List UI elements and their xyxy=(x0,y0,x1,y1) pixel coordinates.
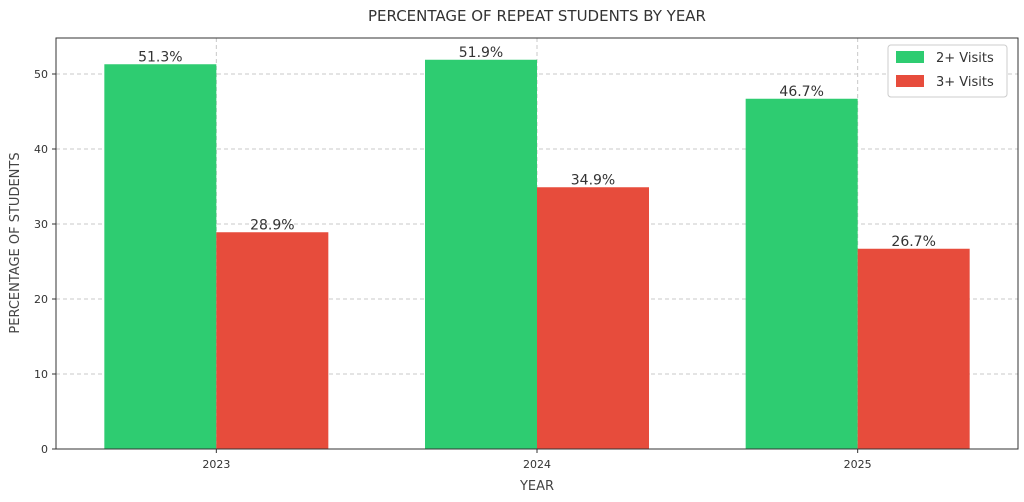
bar-value-label: 46.7% xyxy=(779,84,823,100)
x-axis: 2023 2024 2025 xyxy=(202,449,872,471)
x-axis-label: YEAR xyxy=(519,479,554,494)
legend-swatch-3plus xyxy=(896,75,924,87)
bar-2plus-2024 xyxy=(425,59,537,449)
bar-value-label: 26.7% xyxy=(891,234,935,250)
bar-value-label: 34.9% xyxy=(571,172,615,188)
legend-label-3plus: 3+ Visits xyxy=(936,75,994,90)
bar-3plus-2023 xyxy=(216,232,329,449)
x-tick-label: 2024 xyxy=(523,458,551,471)
legend: 2+ Visits 3+ Visits xyxy=(887,44,1008,98)
bar-2plus-2025 xyxy=(745,98,858,449)
y-tick-label: 0 xyxy=(41,443,48,456)
bar-labels-layer: 51.3% 28.9% 51.9% 34.9% 46.7% 26.7% xyxy=(138,45,936,250)
bars-layer xyxy=(104,59,970,449)
legend-label-2plus: 2+ Visits xyxy=(936,51,994,66)
bar-value-label: 51.9% xyxy=(459,45,503,61)
y-tick-label: 20 xyxy=(34,293,48,306)
x-tick-label: 2023 xyxy=(202,458,230,471)
legend-swatch-2plus xyxy=(896,51,924,63)
bar-value-label: 51.3% xyxy=(138,49,182,65)
y-axis-label: PERCENTAGE OF STUDENTS xyxy=(8,152,23,333)
y-tick-label: 40 xyxy=(34,143,48,156)
bar-3plus-2025 xyxy=(857,248,970,449)
x-tick-label: 2025 xyxy=(844,458,872,471)
bar-value-label: 28.9% xyxy=(250,217,294,233)
chart-title: PERCENTAGE OF REPEAT STUDENTS BY YEAR xyxy=(368,7,706,25)
y-tick-label: 50 xyxy=(34,68,48,81)
y-axis: 0 10 20 30 40 50 xyxy=(34,68,56,456)
y-tick-label: 10 xyxy=(34,368,48,381)
bar-2plus-2023 xyxy=(104,64,217,449)
y-tick-label: 30 xyxy=(34,218,48,231)
bar-3plus-2024 xyxy=(537,187,649,449)
